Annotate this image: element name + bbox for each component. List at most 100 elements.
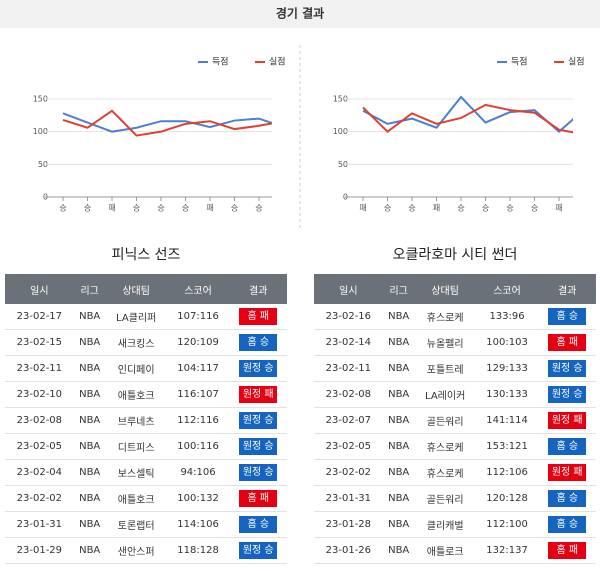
cell-league: NBA <box>382 381 415 408</box>
results-table: 일시 리그 상대팀 스코어 결과 23-02-17 NBA LA클리퍼 107:116 홈 패 23… <box>5 274 287 564</box>
row: 23-02-05 NBA 휴스로케 153:121 홈 승 <box>314 433 596 460</box>
cell-score: 112:116 <box>166 407 230 434</box>
cell-league: NBA <box>73 433 106 460</box>
cell-date: 23-02-15 <box>5 329 74 356</box>
cell-date: 23-02-05 <box>314 433 383 460</box>
cell-opponent: 샌안스퍼 <box>105 537 167 564</box>
column-header: 일시 <box>5 274 74 304</box>
column-header: 상대팀 <box>414 274 476 304</box>
row: 23-02-16 NBA 휴스로케 133:96 홈 승 <box>314 304 596 330</box>
cell-date: 23-02-16 <box>314 304 383 330</box>
result-badge: 홈 패 <box>548 334 587 351</box>
cell-date: 23-01-31 <box>314 485 383 512</box>
cell-date: 23-02-08 <box>314 381 383 408</box>
cell-score: 107:116 <box>166 304 230 330</box>
x-tick-label: 승 <box>384 204 391 213</box>
row: 23-01-26 NBA 애틀로크 132:137 홈 패 <box>314 537 596 564</box>
cell-score: 100:116 <box>166 433 230 460</box>
legend-label: 실점 <box>269 56 286 68</box>
result-badge: 홈 패 <box>239 490 278 507</box>
header-row: 일시 리그 상대팀 스코어 결과 <box>5 274 287 304</box>
cell-result: 홈 승 <box>538 511 596 538</box>
cell-league: NBA <box>73 304 106 330</box>
cell-league: NBA <box>382 355 415 382</box>
cell-opponent: 토론랩터 <box>105 511 167 538</box>
cell-result: 원정 승 <box>229 459 287 486</box>
cell-result: 원정 승 <box>229 537 287 564</box>
result-badge: 원정 승 <box>548 386 587 403</box>
result-badge: 원정 패 <box>239 386 278 403</box>
team-title: 피닉스 선즈 <box>111 247 181 263</box>
cell-league: NBA <box>382 407 415 434</box>
cell-opponent: 인디페이 <box>105 355 167 382</box>
cell-score: 130:133 <box>475 381 539 408</box>
column-header: 스코어 <box>475 274 539 304</box>
cell-opponent: 디트피스 <box>105 433 167 460</box>
y-tick-label: 100 <box>333 127 348 136</box>
cell-score: 100:103 <box>475 329 539 356</box>
x-tick-label: 승 <box>531 204 538 213</box>
cell-league: NBA <box>382 537 415 564</box>
cell-date: 23-02-10 <box>5 381 74 408</box>
column-header: 리그 <box>382 274 415 304</box>
cell-date: 23-02-02 <box>5 485 74 512</box>
cell-result: 원정 패 <box>538 459 596 486</box>
result-badge: 홈 패 <box>548 542 587 559</box>
cell-league: NBA <box>73 329 106 356</box>
cell-result: 원정 승 <box>229 407 287 434</box>
x-tick-label: 승 <box>482 204 489 213</box>
cell-score: 112:106 <box>475 459 539 486</box>
cell-result: 홈 패 <box>538 329 596 356</box>
result-badge: 홈 패 <box>239 308 278 325</box>
row: 23-01-31 NBA 토론랩터 114:106 홈 승 <box>5 511 287 538</box>
cell-league: NBA <box>73 485 106 512</box>
result-badge: 원정 승 <box>239 412 278 429</box>
cell-opponent: LA레이커 <box>414 381 476 408</box>
cell-opponent: 휴스로케 <box>414 433 476 460</box>
row: 23-02-17 NBA LA클리퍼 107:116 홈 패 <box>5 304 287 330</box>
column-header: 스코어 <box>166 274 230 304</box>
cell-league: NBA <box>382 304 415 330</box>
result-badge: 홈 승 <box>548 438 587 455</box>
y-tick-label: 150 <box>33 95 48 104</box>
cell-date: 23-02-08 <box>5 407 74 434</box>
series <box>62 112 272 133</box>
cell-league: NBA <box>382 511 415 538</box>
legend-label: 득점 <box>511 56 528 68</box>
x-tick-label: 패 <box>108 203 115 213</box>
cell-league: NBA <box>73 511 106 538</box>
series <box>362 103 573 134</box>
cell-score: 129:133 <box>475 355 539 382</box>
result-badge: 원정 승 <box>239 542 278 559</box>
row: 23-02-08 NBA LA레이커 130:133 원정 승 <box>314 381 596 408</box>
row: 23-02-02 NBA 휴스로케 112:106 원정 패 <box>314 459 596 486</box>
cell-date: 23-01-28 <box>314 511 383 538</box>
cell-opponent: 포틀트레 <box>414 355 476 382</box>
column-header: 일시 <box>314 274 383 304</box>
x-tick-label: 승 <box>457 204 464 213</box>
column-header: 리그 <box>73 274 106 304</box>
cell-league: NBA <box>382 433 415 460</box>
x-tick-label: 승 <box>133 204 140 213</box>
x-tick-label: 패 <box>555 203 562 213</box>
x-tick-label: 승 <box>231 204 238 213</box>
cell-league: NBA <box>73 407 106 434</box>
result-badge: 홈 승 <box>548 490 587 507</box>
row: 23-02-15 NBA 새크킹스 120:109 홈 승 <box>5 329 287 356</box>
row: 23-01-28 NBA 클리캐벌 112:100 홈 승 <box>314 511 596 538</box>
x-tick-label: 패 <box>433 203 440 213</box>
cell-result: 홈 패 <box>229 304 287 330</box>
team-title: 오클라호마 시티 썬더 <box>392 247 518 263</box>
y-tick-label: 50 <box>338 160 348 169</box>
y-tick-label: 50 <box>38 160 48 169</box>
header-title: 경기 결과 <box>276 6 324 21</box>
x-tick-label: 승 <box>59 204 66 213</box>
cell-score: 114:106 <box>166 511 230 538</box>
cell-result: 홈 승 <box>538 485 596 512</box>
y-tick-label: 150 <box>333 95 348 104</box>
cell-result: 원정 패 <box>229 381 287 408</box>
result-badge: 홈 승 <box>239 334 278 351</box>
series <box>62 109 272 137</box>
